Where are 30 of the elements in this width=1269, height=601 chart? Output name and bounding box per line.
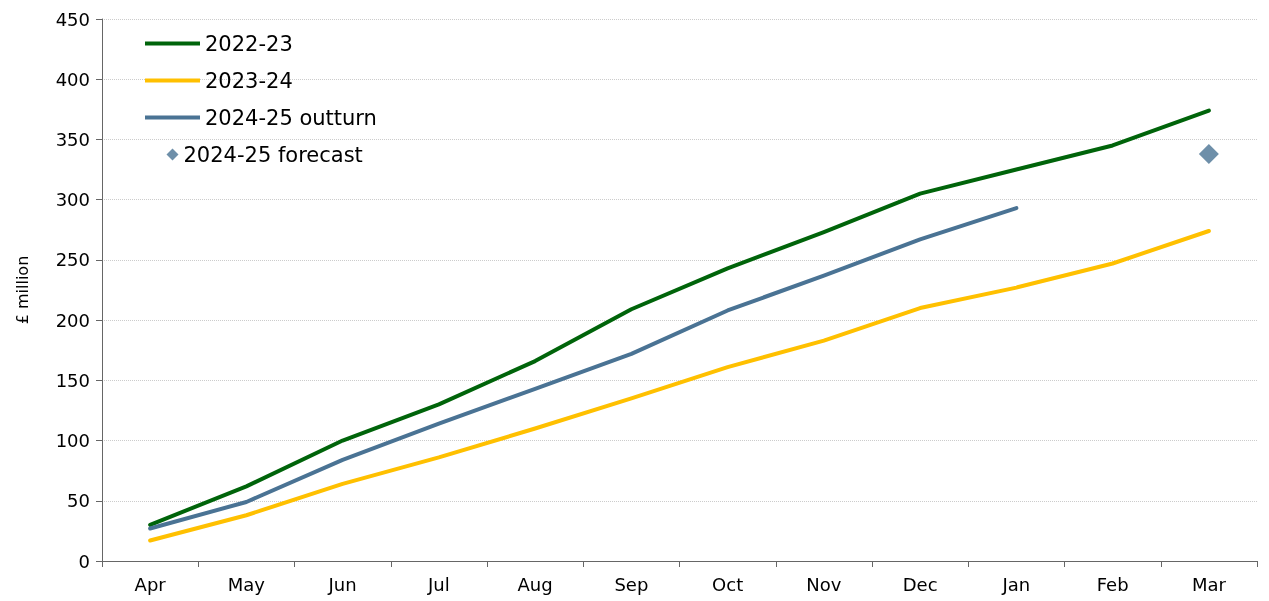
x-tick-label: Aug <box>517 573 553 595</box>
x-tick-label: May <box>227 573 266 595</box>
line-series <box>148 206 1019 531</box>
y-tick-label: 200 <box>55 309 90 331</box>
legend-label: 2024-25 forecast <box>183 142 363 167</box>
x-tick-label: Mar <box>1191 573 1227 595</box>
x-tick-label: Jun <box>327 573 357 595</box>
legend-label: 2024-25 outturn <box>205 105 377 130</box>
y-tick-label: 50 <box>67 490 90 512</box>
y-tick-label: 150 <box>55 369 90 391</box>
x-tick-label: Sep <box>614 573 649 595</box>
y-tick-label: 400 <box>55 68 90 90</box>
line-series <box>148 108 1211 527</box>
y-tick-label: 350 <box>55 128 90 150</box>
legend-label: 2023-24 <box>205 68 293 93</box>
x-tick-label: Jan <box>1001 573 1031 595</box>
x-tick-label: Apr <box>134 573 167 595</box>
y-tick-label: 300 <box>55 189 90 211</box>
x-tick-label: Feb <box>1096 573 1129 595</box>
x-tick-label: Jul <box>427 573 450 595</box>
y-tick-label: 0 <box>78 550 90 572</box>
y-tick-label: 100 <box>55 430 90 452</box>
x-tick-label: Nov <box>806 573 842 595</box>
y-tick-label: 450 <box>55 8 90 30</box>
line-series <box>148 228 1211 543</box>
x-tick-label: Oct <box>712 573 744 595</box>
y-tick-label: 250 <box>55 249 90 271</box>
y-axis-title: £ million <box>12 255 32 325</box>
x-tick-label: Dec <box>902 573 938 595</box>
legend-label: 2022-23 <box>205 31 293 56</box>
